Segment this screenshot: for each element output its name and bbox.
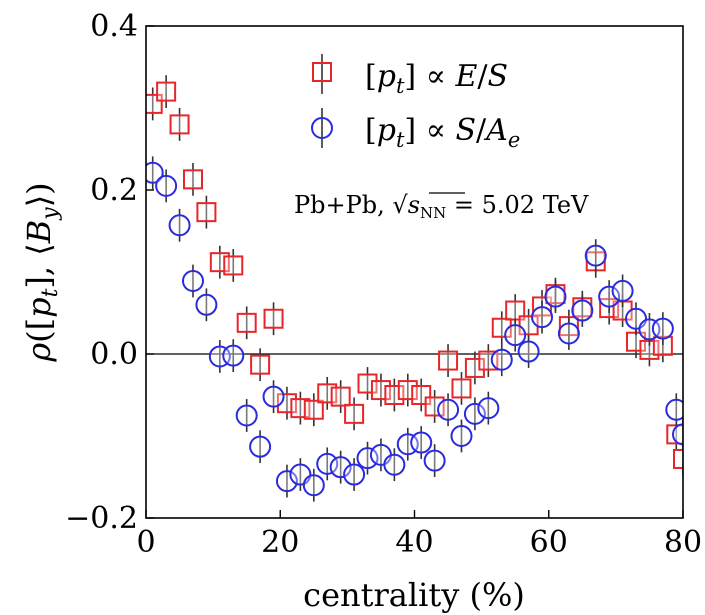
data-point-circle bbox=[504, 324, 527, 347]
data-point-circle bbox=[611, 279, 634, 302]
data-point-circle bbox=[517, 340, 540, 363]
data-point-circle bbox=[316, 452, 339, 475]
data-point-circle bbox=[235, 404, 258, 427]
data-point-circle bbox=[262, 385, 285, 408]
data-point-circle bbox=[437, 398, 460, 421]
data-point-circle bbox=[222, 344, 245, 367]
data-point-circle bbox=[195, 293, 218, 316]
data-point-circle bbox=[383, 453, 406, 476]
data-point-square bbox=[330, 386, 351, 407]
data-point-circle bbox=[410, 431, 433, 454]
series-entropy-area bbox=[146, 156, 683, 502]
data-point-circle bbox=[249, 435, 272, 458]
data-point-circle bbox=[531, 306, 554, 329]
data-point-circle bbox=[672, 423, 683, 446]
data-point-circle bbox=[329, 456, 352, 479]
data-point-circle bbox=[450, 425, 473, 447]
data-markers bbox=[146, 75, 683, 502]
y-tick-label: 0.4 bbox=[90, 9, 138, 44]
y-axis-title: ρ([pt], ⟨By⟩) bbox=[20, 182, 63, 362]
data-point-square bbox=[424, 396, 445, 417]
data-point-circle bbox=[356, 447, 379, 470]
x-tick-label: 20 bbox=[261, 525, 299, 560]
data-point-square bbox=[156, 81, 177, 102]
data-point-circle bbox=[168, 214, 191, 237]
legend-circle-marker bbox=[311, 117, 333, 139]
data-point-circle bbox=[155, 174, 178, 197]
x-tick-label: 60 bbox=[530, 525, 568, 560]
data-point-circle bbox=[181, 270, 204, 293]
y-tick-label: 0.2 bbox=[90, 173, 138, 208]
data-point-circle bbox=[275, 470, 298, 493]
y-tick-label: −0.2 bbox=[65, 501, 138, 536]
data-point-circle bbox=[571, 299, 594, 322]
data-point-circle bbox=[490, 348, 513, 371]
data-point-square bbox=[438, 350, 459, 371]
data-point-square bbox=[223, 255, 244, 276]
data-point-square bbox=[169, 114, 190, 135]
legend-entry-energy: [pt] ∝ E/S bbox=[312, 54, 508, 98]
data-point-circle bbox=[463, 402, 486, 425]
data-point-square bbox=[673, 448, 683, 469]
data-point-square bbox=[263, 308, 284, 329]
data-point-square bbox=[196, 202, 217, 223]
data-point-circle bbox=[584, 244, 607, 267]
data-point-square bbox=[236, 312, 257, 333]
x-tick-label: 40 bbox=[395, 525, 433, 560]
data-point-circle bbox=[477, 397, 500, 420]
data-point-circle bbox=[146, 161, 164, 184]
legend-square-marker bbox=[312, 62, 332, 82]
data-point-square bbox=[303, 399, 324, 420]
data-point-square bbox=[250, 354, 271, 375]
data-point-circle bbox=[423, 449, 446, 472]
data-point-circle bbox=[665, 398, 683, 421]
data-point-circle bbox=[557, 322, 580, 345]
x-tick-label: 80 bbox=[664, 525, 702, 560]
legend: [pt] ∝ E/S [pt] ∝ S/Ae bbox=[311, 54, 520, 152]
y-tick-label: 0.0 bbox=[90, 337, 138, 372]
svg-text:Pb+Pb, √sNN = 5.02 TeV: Pb+Pb, √sNN = 5.02 TeV bbox=[294, 191, 589, 222]
legend-label-energy: [pt] ∝ E/S bbox=[365, 59, 508, 98]
data-point-circle bbox=[544, 285, 567, 308]
legend-label-entropy: [pt] ∝ S/Ae bbox=[365, 113, 520, 152]
data-point-circle bbox=[651, 317, 674, 340]
data-point-square bbox=[182, 169, 203, 190]
data-point-square bbox=[344, 403, 365, 424]
x-tick-label: 0 bbox=[136, 525, 155, 560]
legend-entry-entropy: [pt] ∝ S/Ae bbox=[311, 108, 520, 152]
axis-ticks: 0 20 40 60 80 −0.2 0.0 0.2 0.4 bbox=[65, 9, 702, 560]
collision-annotation: Pb+Pb, √sNN = 5.02 TeV bbox=[294, 191, 589, 222]
x-axis-title: centrality (%) bbox=[303, 576, 525, 614]
data-point-square bbox=[451, 378, 472, 399]
data-point-circle bbox=[598, 285, 621, 308]
data-point-circle bbox=[302, 474, 325, 497]
data-point-circle bbox=[343, 463, 366, 486]
